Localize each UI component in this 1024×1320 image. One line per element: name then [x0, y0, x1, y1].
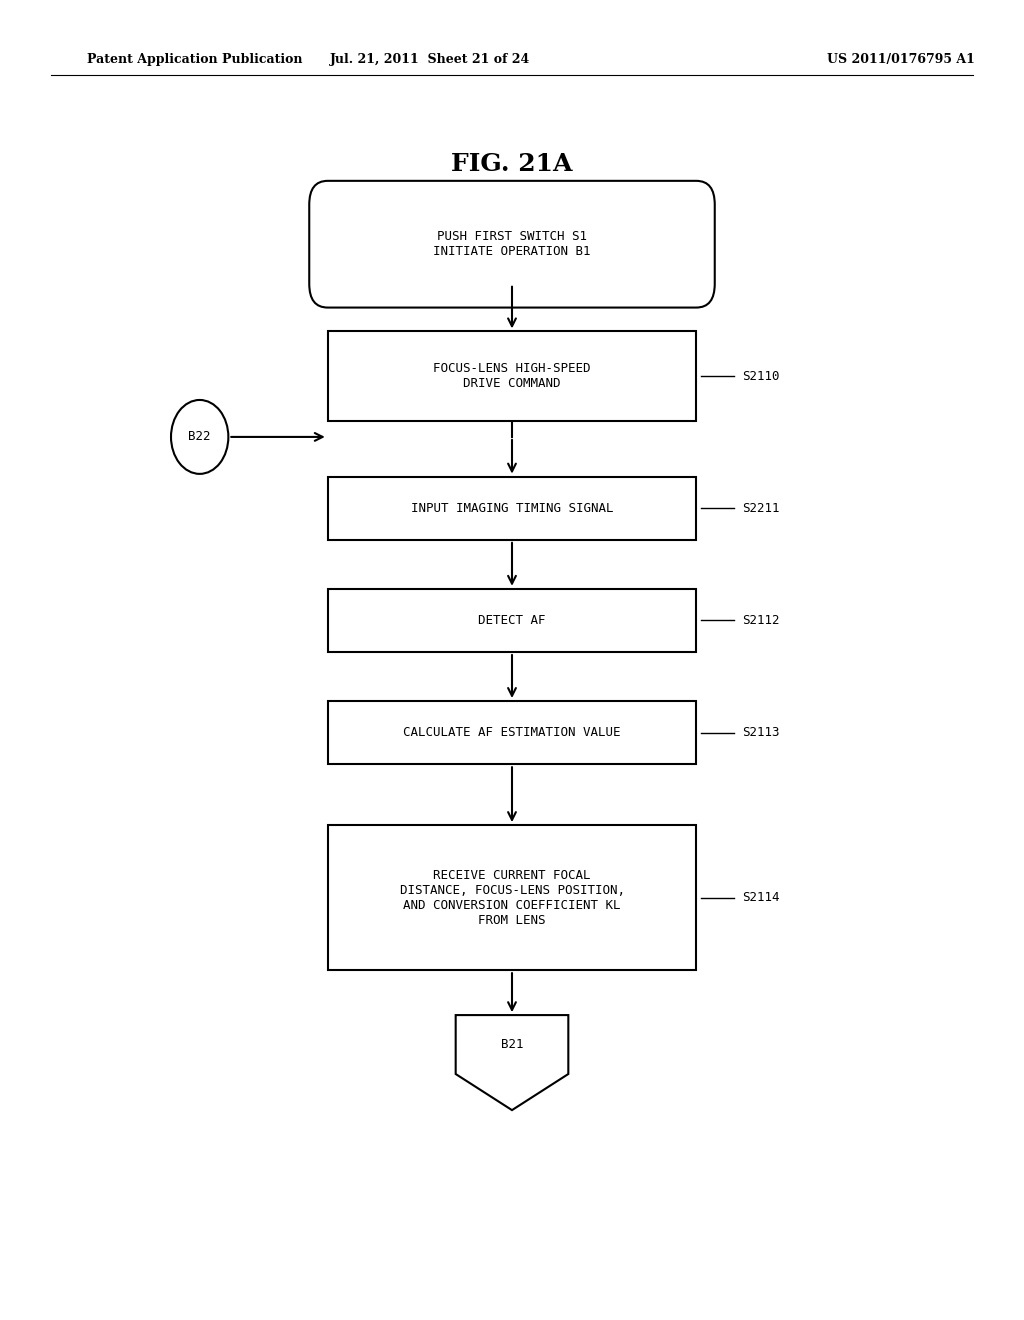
Text: FOCUS-LENS HIGH-SPEED
DRIVE COMMAND: FOCUS-LENS HIGH-SPEED DRIVE COMMAND — [433, 362, 591, 391]
Text: FIG. 21A: FIG. 21A — [452, 152, 572, 176]
Text: S2211: S2211 — [742, 502, 780, 515]
Bar — [328, 331, 696, 421]
Text: B22: B22 — [188, 430, 211, 444]
FancyBboxPatch shape — [309, 181, 715, 308]
Text: S2113: S2113 — [742, 726, 780, 739]
Circle shape — [171, 400, 228, 474]
Text: S2114: S2114 — [742, 891, 780, 904]
Text: B21: B21 — [501, 1038, 523, 1051]
Text: S2112: S2112 — [742, 614, 780, 627]
Text: US 2011/0176795 A1: US 2011/0176795 A1 — [827, 53, 975, 66]
Text: INPUT IMAGING TIMING SIGNAL: INPUT IMAGING TIMING SIGNAL — [411, 502, 613, 515]
Text: DETECT AF: DETECT AF — [478, 614, 546, 627]
Text: CALCULATE AF ESTIMATION VALUE: CALCULATE AF ESTIMATION VALUE — [403, 726, 621, 739]
Text: Jul. 21, 2011  Sheet 21 of 24: Jul. 21, 2011 Sheet 21 of 24 — [330, 53, 530, 66]
Bar — [328, 477, 696, 540]
Bar — [328, 825, 696, 970]
Text: PUSH FIRST SWITCH S1
INITIATE OPERATION B1: PUSH FIRST SWITCH S1 INITIATE OPERATION … — [433, 230, 591, 259]
Text: RECEIVE CURRENT FOCAL
DISTANCE, FOCUS-LENS POSITION,
AND CONVERSION COEFFICIENT : RECEIVE CURRENT FOCAL DISTANCE, FOCUS-LE… — [399, 869, 625, 927]
Polygon shape — [456, 1015, 568, 1110]
Bar — [328, 701, 696, 764]
Text: S2110: S2110 — [742, 370, 780, 383]
Text: Patent Application Publication: Patent Application Publication — [87, 53, 302, 66]
Bar — [328, 589, 696, 652]
